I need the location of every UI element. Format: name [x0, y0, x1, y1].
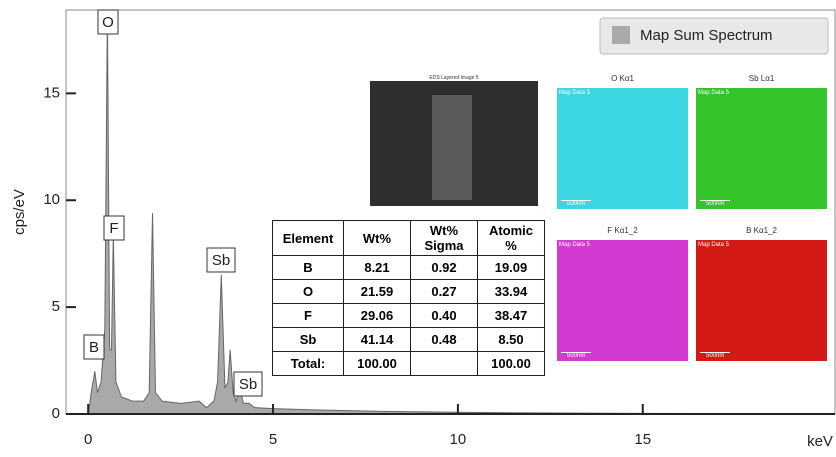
map-title: B Kα1_2: [696, 226, 827, 235]
cell: 0.40: [411, 304, 478, 328]
map-label: Map Data 5: [698, 242, 729, 248]
x-tick-label: 10: [450, 431, 467, 448]
header-cell: Atomic %: [478, 221, 545, 256]
map-scale: 500nm: [561, 352, 591, 359]
image-title: EDS Layered Image 5: [370, 75, 538, 81]
cell: 21.59: [344, 280, 411, 304]
legend-swatch: [612, 26, 630, 44]
map-scale: 500nm: [700, 352, 730, 359]
y-tick-label: 10: [43, 191, 60, 208]
peak-label: B: [89, 339, 99, 356]
peak-label: Sb: [212, 252, 230, 269]
y-tick-label: 0: [52, 405, 60, 422]
cell: 8.50: [478, 328, 545, 352]
legend-label: Map Sum Spectrum: [640, 27, 773, 44]
y-tick-label: 5: [52, 298, 60, 315]
header-cell: Element: [273, 221, 344, 256]
map-title: Sb Lα1: [696, 74, 827, 83]
peak-label: Sb: [239, 376, 257, 393]
page: {"chart_data":{"type":"area","x_label":"…: [0, 0, 836, 457]
cell: 38.47: [478, 304, 545, 328]
cell: 0.27: [411, 280, 478, 304]
map-title: O Kα1: [557, 74, 688, 83]
cell: 0.92: [411, 256, 478, 280]
x-axis-label: keV: [807, 433, 833, 450]
map-title: F Kα1_2: [557, 226, 688, 235]
y-axis-label: cps/eV: [11, 189, 28, 235]
header-cell: Wt% Sigma: [411, 221, 478, 256]
x-tick-label: 5: [269, 431, 277, 448]
sample: [432, 95, 472, 200]
cell: 8.21: [344, 256, 411, 280]
map-label: Map Data 5: [698, 90, 729, 96]
x-tick-label: 0: [84, 431, 92, 448]
cell: [411, 352, 478, 376]
cell: 100.00: [344, 352, 411, 376]
map-scale: 500nm: [700, 200, 730, 207]
element-map: Map Data 5 500nm: [696, 240, 827, 361]
map-label: Map Data 5: [559, 90, 590, 96]
map-label: Map Data 5: [559, 242, 590, 248]
peak-label: F: [109, 220, 118, 237]
x-tick-label: 15: [634, 431, 651, 448]
element-map: Map Data 5 500nm: [557, 240, 688, 361]
cell: 100.00: [478, 352, 545, 376]
cell: 41.14: [344, 328, 411, 352]
cell: 0.48: [411, 328, 478, 352]
cell: 33.94: [478, 280, 545, 304]
cell: Sb: [273, 328, 344, 352]
map-scale: 500nm: [561, 200, 591, 207]
header-cell: Wt%: [344, 221, 411, 256]
cell: 19.09: [478, 256, 545, 280]
peak-label: O: [102, 14, 114, 31]
cell: B: [273, 256, 344, 280]
cell: 29.06: [344, 304, 411, 328]
element-map: Map Data 5 500nm: [557, 88, 688, 209]
cell: Total:: [273, 352, 344, 376]
cell: F: [273, 304, 344, 328]
y-tick-label: 15: [43, 84, 60, 101]
cell: O: [273, 280, 344, 304]
element-map: Map Data 5 500nm: [696, 88, 827, 209]
sem-image: EDS Layered Image 5: [370, 75, 538, 206]
